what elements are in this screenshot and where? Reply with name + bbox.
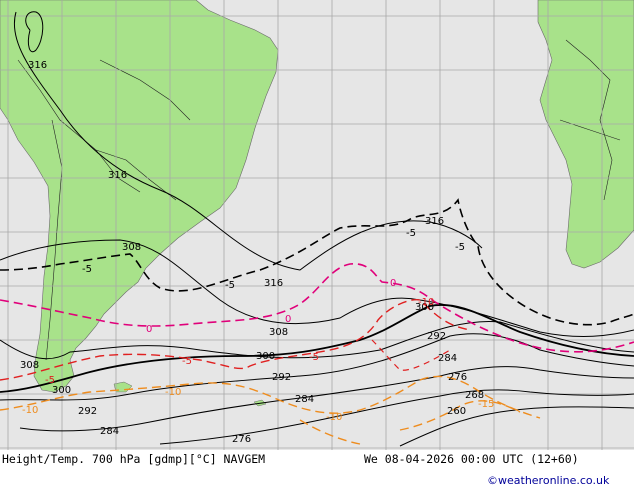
lat-lon-grid [0, 0, 634, 450]
temp-label-orange: -10 [326, 412, 342, 423]
temp-label-black: -5 [455, 242, 465, 253]
height-label: 308 [20, 360, 39, 371]
temp-label-red: -5 [309, 352, 319, 363]
temp-label-red: -10 [418, 297, 434, 308]
contour-labels: 316 316 316 316 308 308 308 300 300 300 … [20, 60, 494, 445]
height-label: 300 [52, 385, 71, 396]
height-label: 276 [232, 434, 251, 445]
height-label: 308 [122, 242, 141, 253]
height-label: 300 [256, 351, 275, 362]
temp-label-pink: 0 [146, 324, 152, 335]
height-label: 260 [447, 406, 466, 417]
height-label: 292 [272, 372, 291, 383]
map-title: Height/Temp. 700 hPa [gdmp][°C] NAVGEM [2, 452, 266, 466]
temp-label-black: -5 [225, 280, 235, 291]
height-label: 316 [425, 216, 444, 227]
isotherm-minus5-black [0, 198, 634, 326]
height-label: 308 [269, 327, 288, 338]
credit-link[interactable]: ©weatheronline.co.uk [487, 474, 610, 487]
height-label: 292 [78, 406, 97, 417]
temp-label-pink: 0 [390, 278, 396, 289]
height-label: 316 [28, 60, 47, 71]
height-contours [0, 11, 634, 447]
height-label: 268 [465, 390, 484, 401]
footer-band [0, 450, 634, 490]
temp-label-orange: -15 [478, 399, 494, 410]
height-contour-300 [0, 304, 634, 393]
isotherm-0-pink [0, 263, 634, 353]
temp-label-black: -5 [82, 264, 92, 275]
height-label: 300 [415, 302, 434, 313]
temp-label-orange: -10 [165, 387, 181, 398]
temp-label-red: -5 [45, 375, 55, 386]
forecast-time: We 08-04-2026 00:00 UTC (12+60) [364, 452, 579, 466]
height-label: 284 [438, 353, 457, 364]
temp-label-black: -5 [406, 228, 416, 239]
height-label: 284 [295, 394, 314, 405]
temp-label-orange: -10 [22, 405, 38, 416]
temp-label-pink: 0 [285, 314, 291, 325]
isotherm-cold-orange [0, 375, 541, 445]
height-label: 284 [100, 426, 119, 437]
height-label: 292 [427, 331, 446, 342]
height-label: 316 [264, 278, 283, 289]
height-label: 276 [448, 372, 467, 383]
temp-label-red: -5 [182, 356, 192, 367]
height-label: 316 [108, 170, 127, 181]
isotherm-minus5-red [0, 299, 471, 381]
land-africa [537, 0, 634, 269]
